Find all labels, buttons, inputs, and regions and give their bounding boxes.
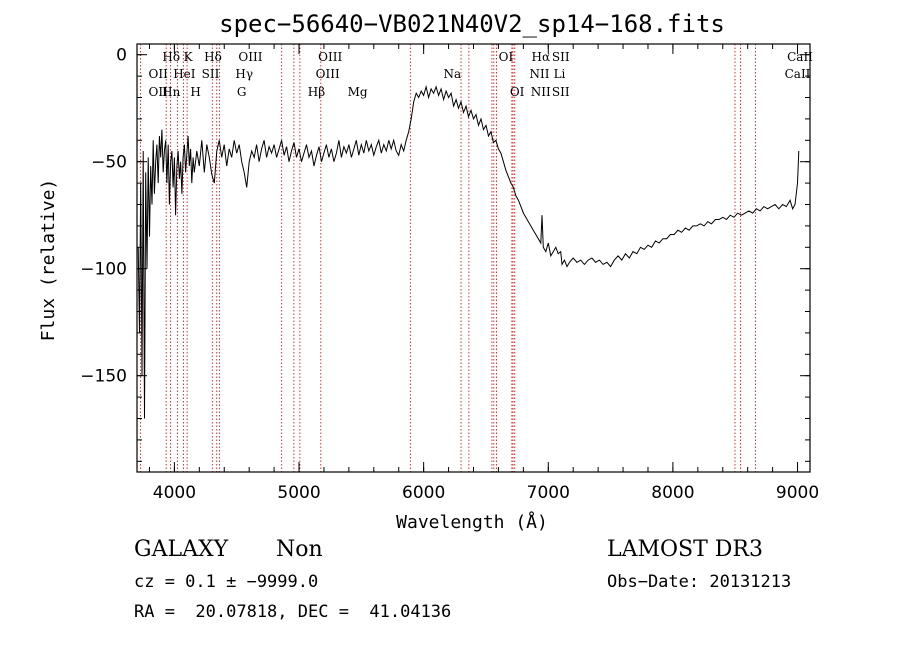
line-label-22: Hβ <box>308 85 325 99</box>
line-label-18: OII <box>149 85 169 99</box>
line-label-11: SII <box>202 67 220 81</box>
coordinates: RA = 20.07818, DEC = 41.04136 <box>134 602 452 622</box>
line-label-8: CaII <box>787 50 813 64</box>
x-tick-label-1: 5000 <box>277 483 320 503</box>
line-label-16: Li <box>554 67 566 81</box>
line-label-5: OI <box>499 50 514 64</box>
plot-frame <box>136 43 811 473</box>
x-tick-label-0: 4000 <box>153 483 196 503</box>
object-class: GALAXY <box>134 537 229 562</box>
line-label-14: Na <box>443 67 461 81</box>
y-tick-label-1: −50 <box>91 153 127 173</box>
line-label-12: Hγ <box>235 67 253 81</box>
line-label-23: Mg <box>348 85 368 99</box>
line-label-0: Hδ <box>162 50 180 64</box>
redshift-info: cz = 0.1 ± −9999.0 <box>134 572 319 592</box>
line-label-17: CaII <box>785 67 811 81</box>
object-subclass: Non <box>276 537 323 562</box>
y-axis-ticks: 0 −50 −100 −150 <box>80 46 810 462</box>
x-axis-label: Wavelength (Å) <box>396 511 548 533</box>
line-label-24: OI <box>510 85 525 99</box>
line-label-4: OIII <box>318 50 342 64</box>
line-label-15: NII <box>530 67 550 81</box>
line-label-1: K <box>184 50 194 64</box>
line-label-7: SII <box>552 50 570 64</box>
x-tick-label-5: 9000 <box>776 483 819 503</box>
x-tick-label-3: 7000 <box>527 483 570 503</box>
line-label-6: Hα <box>532 50 551 64</box>
x-axis-ticks: 4000 5000 6000 7000 8000 9000 <box>148 44 819 503</box>
y-axis-label: Flux (relative) <box>38 179 59 342</box>
line-label-20: H <box>190 85 200 99</box>
y-tick-label-2: −100 <box>80 260 127 280</box>
line-label-13: OIII <box>316 67 340 81</box>
y-tick-label-3: −150 <box>80 367 127 387</box>
line-label-19: Hn <box>162 85 180 99</box>
spectrum-chart: spec−56640−VB021N40V2_sp14−168.fits Hδ K H… <box>38 10 819 533</box>
line-label-10: HeI <box>173 67 196 81</box>
y-tick-label-0: 0 <box>116 46 127 66</box>
line-label-25: NII <box>531 85 551 99</box>
spectrum-line <box>137 84 800 419</box>
x-tick-label-4: 8000 <box>651 483 694 503</box>
line-label-26: SII <box>552 85 570 99</box>
chart-title: spec−56640−VB021N40V2_sp14−168.fits <box>219 10 725 38</box>
x-tick-label-2: 6000 <box>402 483 445 503</box>
obs-date: Obs−Date: 20131213 <box>607 572 792 592</box>
line-label-9: OII <box>149 67 169 81</box>
survey-name: LAMOST DR3 <box>607 537 763 562</box>
line-label-2: Hδ <box>204 50 222 64</box>
line-label-21: G <box>237 85 247 99</box>
spectral-line-markers <box>139 44 756 472</box>
line-label-3: OIII <box>238 50 262 64</box>
